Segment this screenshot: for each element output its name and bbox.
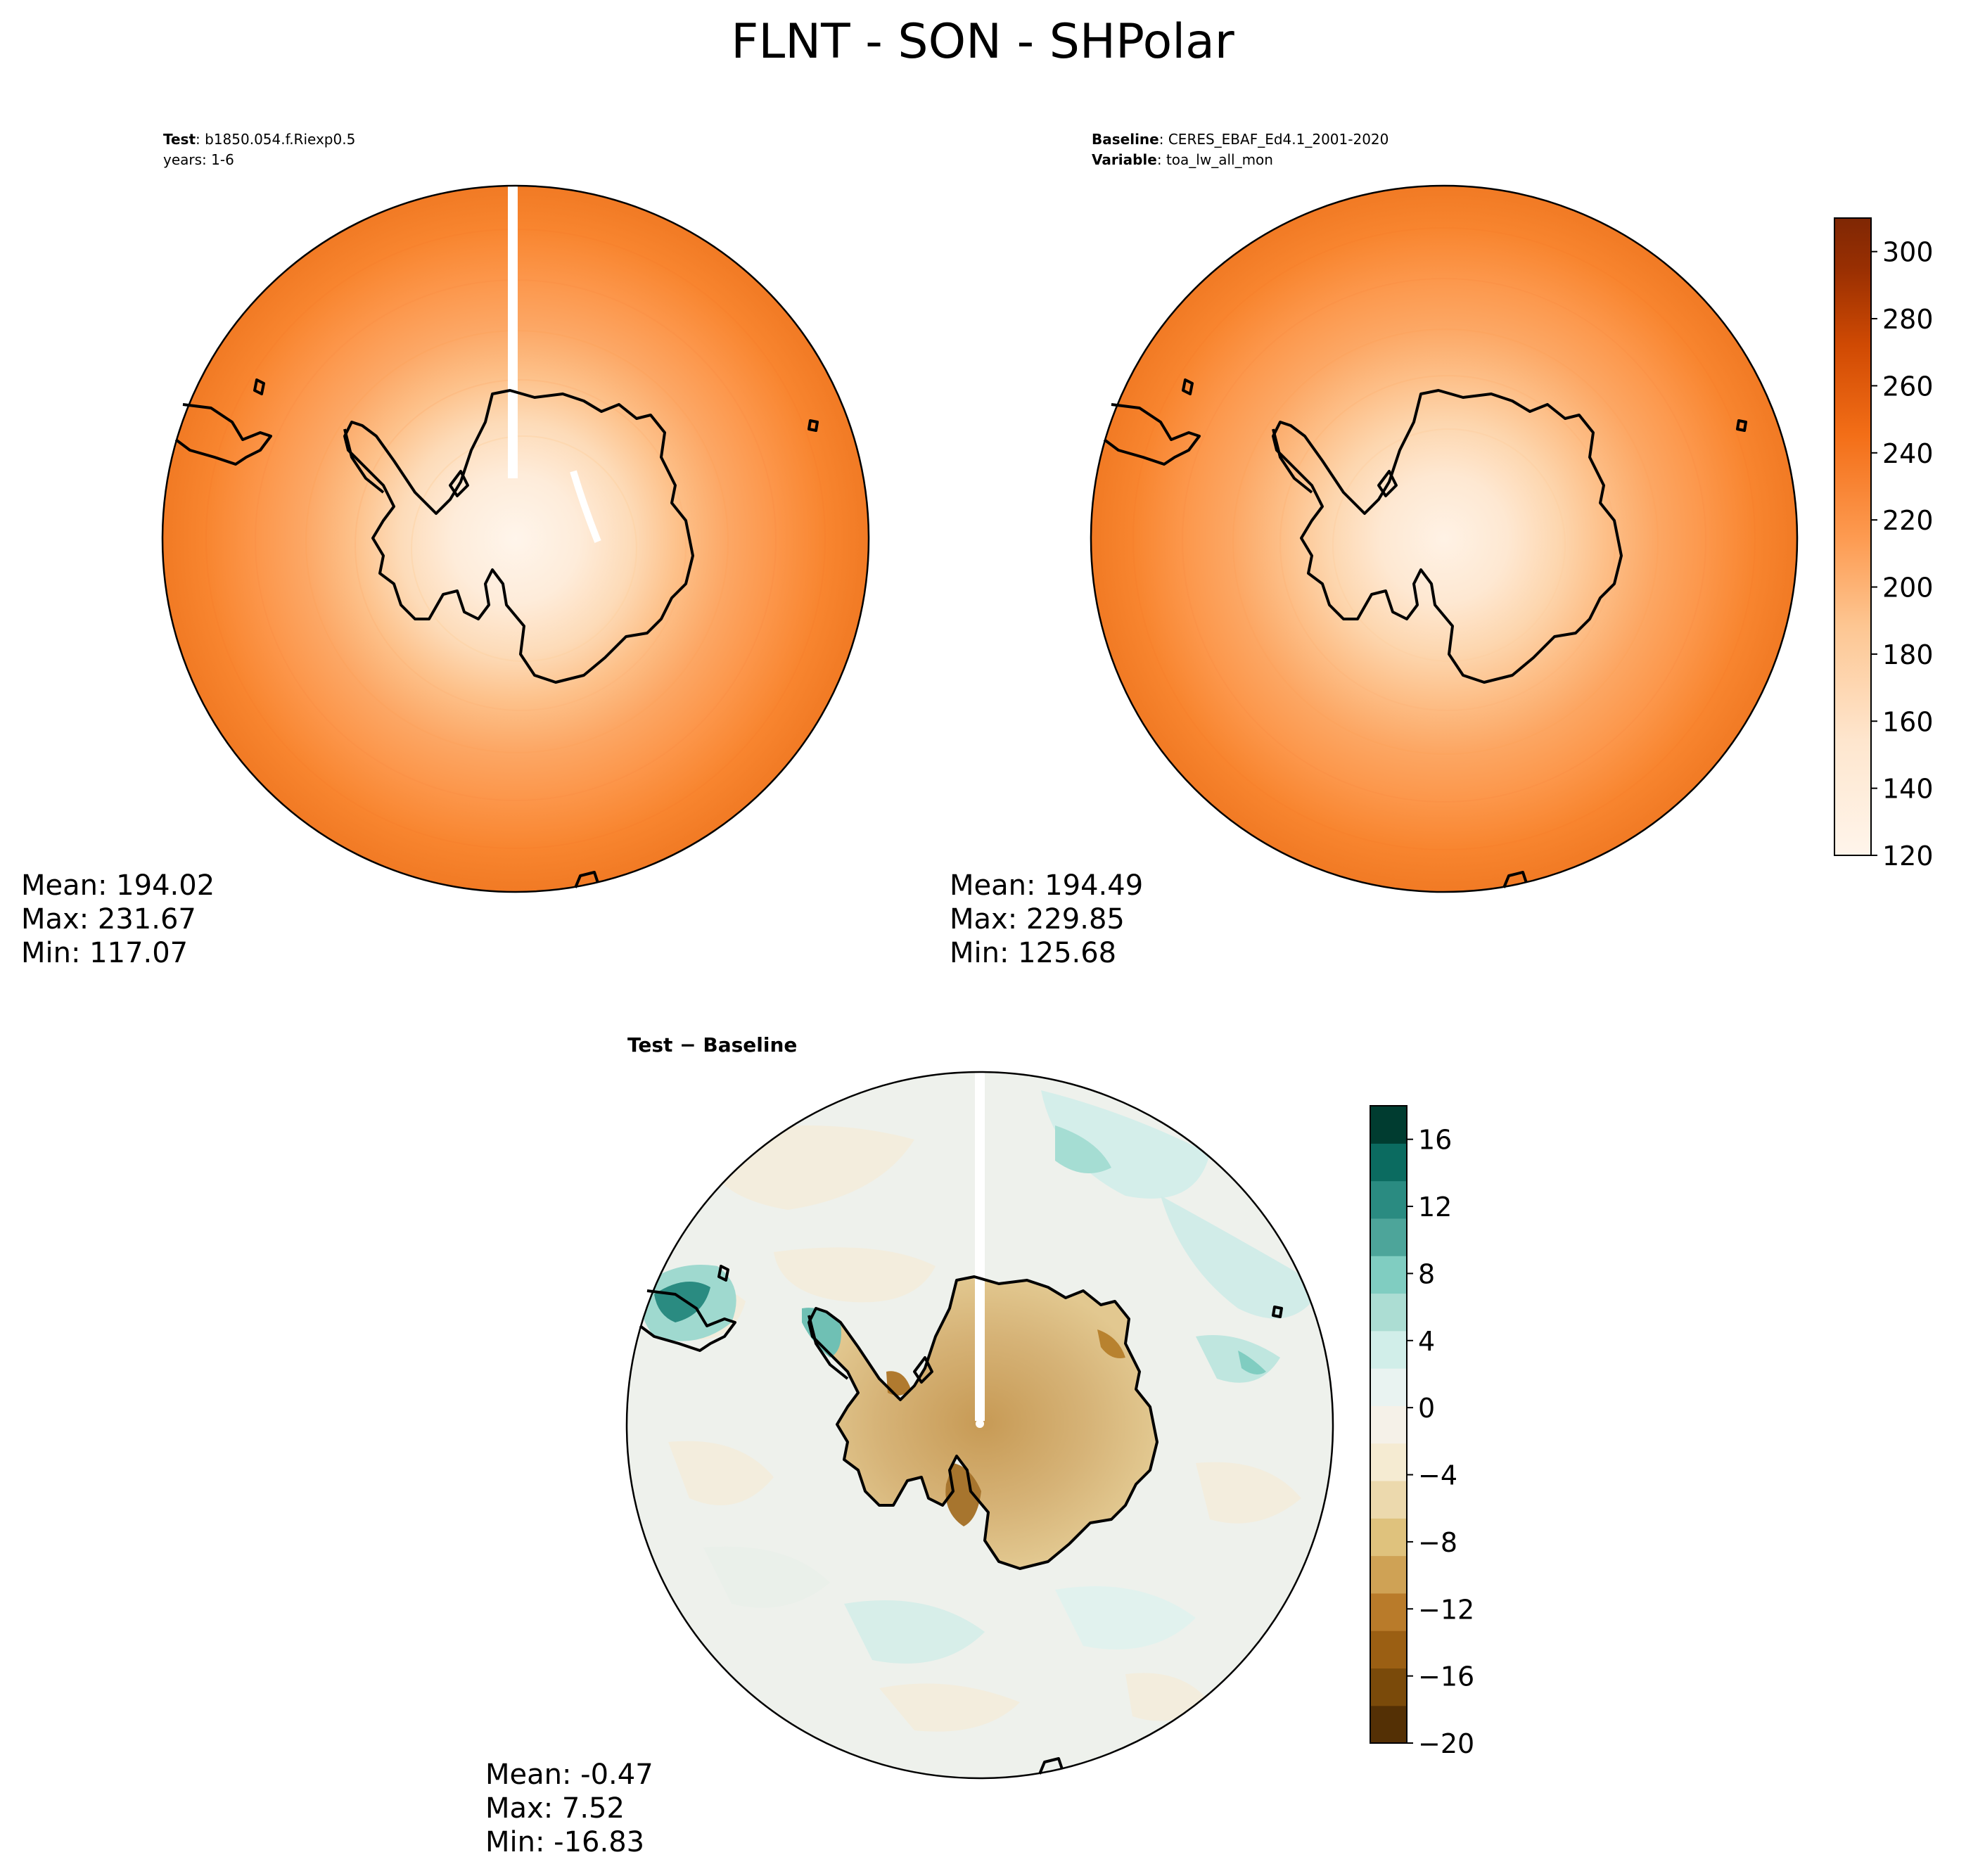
diff-colorbar-band bbox=[1370, 1668, 1407, 1706]
diff-missing-data-wedge bbox=[975, 1072, 985, 1421]
baseline-colorbar-tick-label: 280 bbox=[1882, 304, 1934, 335]
baseline-variable-text: toa_lw_all_mon bbox=[1166, 151, 1273, 168]
diff-negative-core-3 bbox=[1097, 1329, 1125, 1358]
diff-colorbar-tick-label: 0 bbox=[1418, 1393, 1435, 1424]
baseline-colorbar: 120 140 160 180 200 220 240 260 280 300 bbox=[1834, 217, 1934, 872]
diff-colorbar-band bbox=[1370, 1480, 1407, 1519]
diff-map-border bbox=[625, 1071, 1334, 1780]
diff-colorbar-band bbox=[1370, 1593, 1407, 1631]
baseline-label-text: CERES_EBAF_Ed4.1_2001-2020 bbox=[1168, 131, 1389, 148]
diff-colorbar-tick-label: −20 bbox=[1418, 1728, 1474, 1759]
diff-colorbar-tick-label: 4 bbox=[1418, 1326, 1435, 1357]
diff-stat-min: Min: -16.83 bbox=[485, 1826, 644, 1858]
diff-colorbar-band bbox=[1370, 1256, 1407, 1294]
baseline-colorbar-tick-label: 300 bbox=[1882, 237, 1934, 268]
test-coastline bbox=[174, 378, 819, 888]
diff-colorbar-band bbox=[1370, 1631, 1407, 1669]
test-label-bold: Test bbox=[163, 131, 196, 148]
baseline-map bbox=[1091, 186, 1797, 892]
baseline-panel: Baseline: CERES_EBAF_Ed4.1_2001-2020 Var… bbox=[950, 131, 1934, 969]
baseline-colorbar-tick-label: 160 bbox=[1882, 706, 1934, 737]
baseline-map-border bbox=[1090, 184, 1799, 893]
test-white-streak bbox=[570, 470, 601, 543]
diff-colorbar-tick-label: 8 bbox=[1418, 1258, 1435, 1289]
diff-colorbar-tick-label: −16 bbox=[1418, 1661, 1474, 1692]
diff-colorbar-tick-label: −4 bbox=[1418, 1460, 1457, 1491]
baseline-colorbar-tick-label: 240 bbox=[1882, 438, 1934, 469]
baseline-colorbar-tick-label: 220 bbox=[1882, 505, 1934, 536]
test-map bbox=[162, 186, 869, 892]
diff-pole-point bbox=[976, 1419, 984, 1428]
diff-colorbar-band bbox=[1370, 1143, 1407, 1182]
baseline-stat-max: Max: 229.85 bbox=[950, 903, 1125, 936]
diff-colorbar-band bbox=[1370, 1330, 1407, 1369]
baseline-stat-min: Min: 125.68 bbox=[950, 937, 1116, 969]
test-label-sep: : bbox=[196, 131, 205, 148]
diff-colorbar-fill bbox=[1370, 1106, 1407, 1744]
diff-positive-peninsula bbox=[802, 1308, 841, 1358]
diff-colorbar-band bbox=[1370, 1705, 1407, 1744]
diff-colorbar-band bbox=[1370, 1405, 1407, 1444]
figure-title: FLNT - SON - SHPolar bbox=[731, 14, 1234, 70]
baseline-colorbar-tick-label: 260 bbox=[1882, 371, 1934, 402]
diff-colorbar-tick-label: 16 bbox=[1418, 1125, 1452, 1156]
diff-patches bbox=[633, 1090, 1322, 1732]
diff-colorbar-band bbox=[1370, 1293, 1407, 1332]
diff-negative-core-2 bbox=[886, 1371, 911, 1396]
baseline-coastline bbox=[1103, 378, 1747, 888]
test-label: Test: b1850.054.f.Riexp0.5 bbox=[163, 131, 355, 148]
diff-stat-mean: Mean: -0.47 bbox=[485, 1759, 653, 1791]
baseline-colorbar-tick-label: 180 bbox=[1882, 639, 1934, 670]
test-label-text: b1850.054.f.Riexp0.5 bbox=[205, 131, 355, 148]
diff-coastline bbox=[639, 1265, 1283, 1775]
diff-map bbox=[627, 1072, 1333, 1778]
test-map-border bbox=[161, 184, 870, 893]
diff-label: Test − Baseline bbox=[627, 1033, 797, 1057]
baseline-variable: Variable: toa_lw_all_mon bbox=[1092, 151, 1273, 168]
test-stat-max: Max: 231.67 bbox=[21, 903, 196, 936]
diff-positive-core bbox=[654, 1282, 710, 1322]
baseline-colorbar-frame bbox=[1834, 217, 1872, 856]
test-stat-mean: Mean: 194.02 bbox=[21, 869, 215, 902]
diff-colorbar-tick-label: 12 bbox=[1418, 1192, 1452, 1223]
diff-colorbar-tick-label: −12 bbox=[1418, 1594, 1474, 1625]
test-stat-min: Min: 117.07 bbox=[21, 937, 188, 969]
diff-panel: Test − Baseline bbox=[485, 1033, 1474, 1858]
test-missing-data-wedge bbox=[508, 186, 518, 478]
baseline-colorbar-ticks: 120 140 160 180 200 220 240 260 280 300 bbox=[1871, 237, 1934, 872]
baseline-label-sep: : bbox=[1159, 131, 1168, 148]
baseline-label-bold: Baseline bbox=[1092, 131, 1159, 148]
baseline-colorbar-tick-label: 140 bbox=[1882, 774, 1934, 805]
diff-colorbar-tick-label: −8 bbox=[1418, 1527, 1457, 1558]
diff-negative-core bbox=[945, 1463, 981, 1526]
diff-colorbar-band bbox=[1370, 1218, 1407, 1256]
baseline-contour-rings bbox=[1132, 227, 1756, 850]
baseline-stat-mean: Mean: 194.49 bbox=[950, 869, 1143, 902]
baseline-colorbar-tick-label: 120 bbox=[1882, 841, 1934, 872]
test-panel: Test: b1850.054.f.Riexp0.5 years: 1-6 bbox=[21, 131, 870, 969]
diff-colorbar-band bbox=[1370, 1443, 1407, 1481]
diff-colorbar-ticks: −20 −16 −12 −8 −4 0 4 8 12 16 bbox=[1407, 1125, 1474, 1759]
diff-colorbar-band bbox=[1370, 1180, 1407, 1219]
diff-colorbar-band bbox=[1370, 1106, 1407, 1144]
diff-stat-max: Max: 7.52 bbox=[485, 1792, 625, 1825]
diff-colorbar-band bbox=[1370, 1368, 1407, 1406]
baseline-variable-sep: : bbox=[1157, 151, 1166, 168]
baseline-variable-bold: Variable bbox=[1092, 151, 1157, 168]
baseline-colorbar-fill bbox=[1834, 218, 1871, 855]
diff-colorbar-band bbox=[1370, 1555, 1407, 1594]
diff-colorbar: −20 −16 −12 −8 −4 0 4 8 12 16 bbox=[1370, 1105, 1474, 1759]
diff-colorbar-frame bbox=[1370, 1105, 1408, 1744]
test-years: years: 1-6 bbox=[163, 151, 234, 168]
baseline-label: Baseline: CERES_EBAF_Ed4.1_2001-2020 bbox=[1092, 131, 1389, 148]
baseline-colorbar-tick-label: 200 bbox=[1882, 573, 1934, 604]
diff-colorbar-band bbox=[1370, 1518, 1407, 1557]
